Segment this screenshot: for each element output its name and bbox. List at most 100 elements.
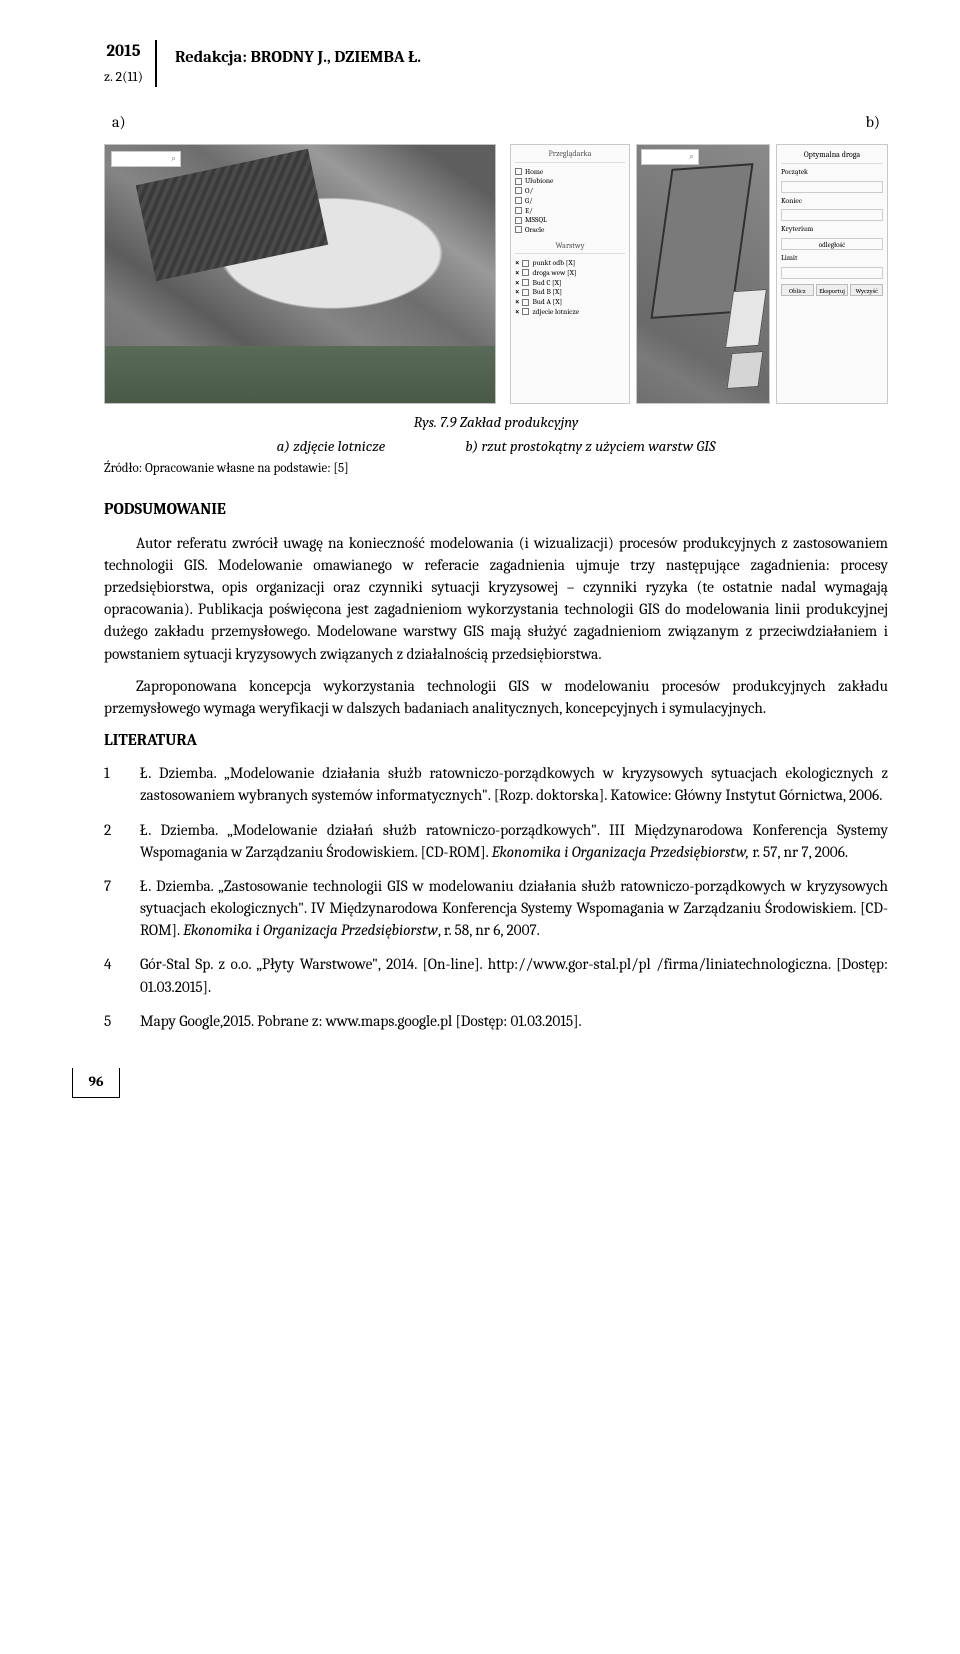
figure-source: Źródło: Opracowanie własne na podstawie:… <box>104 460 888 479</box>
route-buttons: ObliczEksportujWyczyść <box>781 284 883 296</box>
lit-text: Ł. Dziemba. „Zastosowanie technologii GI… <box>140 875 888 942</box>
route-button: Eksportuj <box>816 284 849 296</box>
route-start-field <box>781 181 883 193</box>
lit-number: 5 <box>104 1010 122 1032</box>
figure-row: ⌕ Przeglądarka HomeUlubioneO/G/E/MSSQLOr… <box>104 144 888 404</box>
layer-label: Home <box>525 167 543 177</box>
layer-checkbox-icon <box>515 217 522 224</box>
x-icon: × <box>515 297 519 307</box>
route-crit-value: odległość <box>781 238 883 250</box>
route-button: Wyczyść <box>850 284 883 296</box>
lit-text: Mapy Google,2015. Pobrane z: www.maps.go… <box>140 1010 888 1032</box>
literature-item: 5 Mapy Google,2015. Pobrane z: www.maps.g… <box>104 1010 888 1032</box>
x-icon: × <box>515 307 519 317</box>
layer-label: E/ <box>525 206 533 216</box>
layer-label: Ulubione <box>525 176 553 186</box>
layer-checkbox-icon <box>522 289 529 296</box>
layer-checkbox-icon <box>522 279 529 286</box>
section-summary-heading: PODSUMOWANIE <box>104 498 888 521</box>
map-search-strip: ⌕ <box>641 149 699 165</box>
header-issue: z. 2(11) <box>104 67 143 87</box>
route-end-label: Koniec <box>781 196 883 207</box>
layer-checkbox-icon <box>522 299 529 306</box>
gis-panel: Przeglądarka HomeUlubioneO/G/E/MSSQLOrac… <box>510 144 888 404</box>
warstwa-label: zdjecie lotnicze <box>532 307 579 317</box>
layer-row: G/ <box>515 196 625 206</box>
layer-checkbox-icon <box>515 178 522 185</box>
layer-checkbox-icon <box>515 187 522 194</box>
x-icon: × <box>515 287 519 297</box>
layer-checkbox-icon <box>515 226 522 233</box>
x-icon: × <box>515 278 519 288</box>
layer-checkbox-icon <box>522 269 529 276</box>
x-icon: × <box>515 268 519 278</box>
route-start-label: Początek <box>781 167 883 178</box>
layer-row: Oracle <box>515 225 625 235</box>
figure-subcaption: a) zdjęcie lotnicze b) rzut prostokątny … <box>104 436 888 458</box>
warstwa-row: × Bud C [X] <box>515 278 625 288</box>
summary-para-1: Autor referatu zwrócił uwagę na konieczn… <box>104 532 888 665</box>
section-literature-heading: LITERATURA <box>104 729 888 752</box>
warstwa-label: Bud A [X] <box>532 297 562 307</box>
layer-row: E/ <box>515 206 625 216</box>
summary-para-2: Zaproponowana koncepcja wykorzystania te… <box>104 675 888 719</box>
header-year: 2015 <box>104 40 143 65</box>
label-b: b) <box>866 111 880 134</box>
layer-row: MSSQL <box>515 215 625 225</box>
x-icon: × <box>515 258 519 268</box>
lit-number: 7 <box>104 875 122 942</box>
lit-number: 1 <box>104 762 122 806</box>
polygon-secondary-1 <box>725 288 767 347</box>
literature-item: 2Ł. Dziemba. „Modelowanie działań służb … <box>104 819 888 863</box>
warstwa-row: × zdjecie lotnicze <box>515 307 625 317</box>
layer-row: Ulubione <box>515 176 625 186</box>
warstwa-label: Bud C [X] <box>532 278 561 288</box>
layer-row: O/ <box>515 186 625 196</box>
lit-number: 4 <box>104 953 122 997</box>
warstwa-row: ×punkt odb [X] <box>515 258 625 268</box>
lit-number: 2 <box>104 819 122 863</box>
search-icon: ⌕ <box>689 151 694 164</box>
layer-checkbox-icon <box>522 260 529 267</box>
layer-checkbox-icon <box>515 197 522 204</box>
aerial-image: ⌕ <box>104 144 496 404</box>
layers-browser-title: Przeglądarka <box>515 149 625 162</box>
figure-sub-b: b) rzut prostokątny z użyciem warstw GIS <box>465 436 715 458</box>
layer-checkbox-icon <box>522 308 529 315</box>
warstwa-row: × Bud B [X] <box>515 287 625 297</box>
figure-b: Przeglądarka HomeUlubioneO/G/E/MSSQLOrac… <box>510 144 888 404</box>
warstwa-row: × Bud A [X] <box>515 297 625 307</box>
figure-ab-labels: a) b) <box>104 111 888 134</box>
route-limit-label: Limit <box>781 253 883 264</box>
route-title: Optymalna droga <box>781 149 883 164</box>
header-editors: Redakcja: BRODNY J., DZIEMBA Ł. <box>175 40 421 70</box>
label-a: a) <box>112 111 126 134</box>
search-strip: ⌕ <box>111 151 181 167</box>
header-issue-block: 2015 z. 2(11) <box>104 40 157 87</box>
lit-text: Ł. Dziemba. „Modelowanie działania służb… <box>140 762 888 806</box>
layer-label: Oracle <box>525 225 544 235</box>
search-icon: ⌕ <box>171 153 176 166</box>
layer-label: O/ <box>525 186 533 196</box>
page-number: 96 <box>72 1068 120 1098</box>
literature-list: 1 Ł. Dziemba. „Modelowanie działania służ… <box>104 762 888 1032</box>
route-button: Oblicz <box>781 284 814 296</box>
literature-item: 7 Ł. Dziemba. „Zastosowanie technologii G… <box>104 875 888 942</box>
layers-warstwy-title: Warstwy <box>515 241 625 254</box>
route-panel: Optymalna droga Początek Koniec Kryteriu… <box>776 144 888 404</box>
route-limit-field <box>781 267 883 279</box>
layer-row: Home <box>515 167 625 177</box>
layers-browser-list: HomeUlubioneO/G/E/MSSQLOracle <box>515 167 625 235</box>
polygon-secondary-2 <box>727 350 764 388</box>
route-end-field <box>781 209 883 221</box>
literature-item: 4Gór-Stal Sp. z o.o. „Płyty Warstwowe", … <box>104 953 888 997</box>
layer-label: MSSQL <box>525 215 547 225</box>
page-header: 2015 z. 2(11) Redakcja: BRODNY J., DZIEM… <box>104 40 888 87</box>
figure-a: ⌕ <box>104 144 496 404</box>
layer-checkbox-icon <box>515 207 522 214</box>
layers-panel: Przeglądarka HomeUlubioneO/G/E/MSSQLOrac… <box>510 144 630 404</box>
warstwa-label: droga wew [X] <box>532 268 576 278</box>
warstwa-label: Bud B [X] <box>532 287 562 297</box>
map-canvas: ⌕ <box>636 144 770 404</box>
layer-checkbox-icon <box>515 168 522 175</box>
